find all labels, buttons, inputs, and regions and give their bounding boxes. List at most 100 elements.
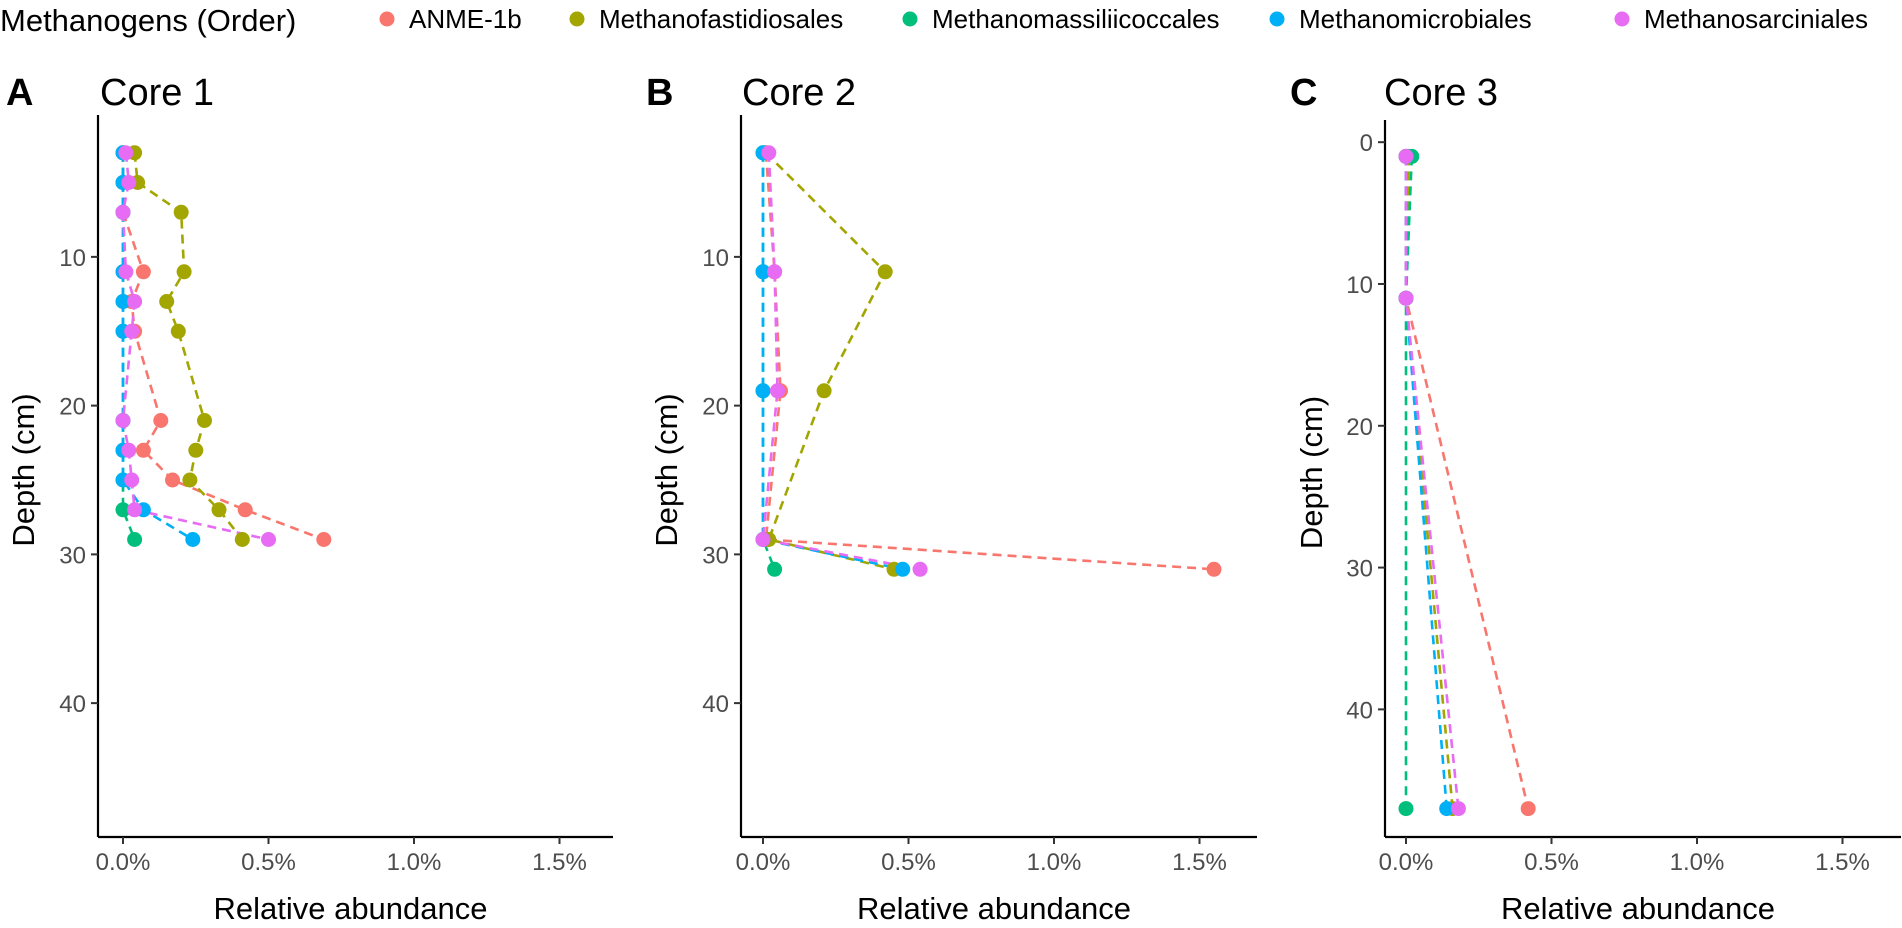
x-tick-label: 1.5%: [1172, 849, 1227, 876]
x-axis-title: Relative abundance: [1501, 891, 1775, 926]
data-point-methanomicrobiales: [185, 532, 201, 547]
x-axis-title: Relative abundance: [857, 891, 1131, 926]
x-tick-label: 0.0%: [96, 849, 151, 876]
legend-title: Methanogens (Order): [0, 3, 296, 38]
x-tick-label: 0.5%: [241, 849, 296, 876]
x-tick-label: 0.0%: [1379, 849, 1434, 876]
data-point-methanofastidiosales: [188, 442, 204, 458]
data-point-anme-1b: [135, 264, 151, 280]
data-point-methanomicrobiales: [895, 561, 911, 577]
series-line-methanomicrobiales: [1404, 156, 1448, 809]
data-point-anme-1b: [1520, 801, 1536, 817]
data-point-methanofastidiosales: [159, 294, 175, 309]
x-tick-label: 1.0%: [387, 849, 442, 876]
series-line-methanomicrobiales: [121, 152, 194, 541]
data-point-methanosarciniales: [1398, 148, 1414, 164]
legend: Methanogens (Order) ANME-1b Methanofastidi…: [0, 3, 1868, 38]
series-line-anme-1b: [121, 152, 325, 541]
data-point-methanomicrobiales: [1439, 801, 1455, 817]
legend-item: Methanomicrobiales: [1269, 4, 1532, 34]
y-tick-label: 40: [59, 691, 86, 718]
series-line-methanofastidiosales: [1404, 156, 1454, 809]
data-point-methanofastidiosales: [197, 413, 212, 428]
series-line-methanosarciniales: [761, 152, 921, 571]
series-line-methanomicrobiales: [761, 152, 903, 571]
x-tick-label: 1.0%: [1670, 849, 1725, 876]
data-point-anme-1b: [237, 502, 253, 518]
x-tick-label: 0.5%: [881, 849, 936, 876]
data-point-methanofastidiosales: [877, 264, 893, 280]
data-point-anme-1b: [1206, 561, 1222, 577]
y-tick-label: 10: [1346, 272, 1373, 299]
y-tick-label: 10: [59, 245, 86, 272]
series-line-methanofastidiosales: [764, 151, 895, 571]
panel-title: Core 3: [1384, 72, 1498, 114]
panel-title: Core 2: [742, 72, 856, 114]
series-line-anme-1b: [764, 152, 1215, 571]
data-point-methanofastidiosales: [182, 472, 198, 488]
data-point-methanomassiliicoccales: [115, 502, 131, 518]
data-point-methanosarciniales: [767, 264, 783, 280]
legend-label: Methanosarciniales: [1644, 4, 1868, 34]
data-point-methanosarciniales: [761, 145, 777, 161]
y-tick-label: 30: [702, 542, 729, 569]
panel-c: C Core 3 0.0% 0.5% 1.0% 1.5% 0 10 20 30 40 Relative…: [1290, 72, 1901, 926]
data-point-methanofastidiosales: [176, 264, 192, 280]
panel-b: B Core 2 0.0% 0.5% 1.0% 1.5% 10 20 30 40 Relative …: [646, 72, 1257, 926]
y-tick-label: 20: [59, 394, 86, 421]
x-axis-title: Relative abundance: [213, 891, 487, 926]
y-axis-title: Depth (cm): [1294, 396, 1329, 549]
data-point-methanosarciniales: [1398, 290, 1414, 306]
y-tick-label: 30: [59, 542, 86, 569]
data-point-methanomassiliicoccales: [1398, 801, 1414, 817]
legend-item: Methanosarciniales: [1614, 4, 1868, 34]
legend-item: Methanomassiliicoccales: [902, 4, 1220, 34]
data-point-methanosarciniales: [118, 264, 134, 280]
legend-key-marker: [379, 11, 395, 27]
legend-label: Methanomassiliicoccales: [932, 4, 1220, 34]
data-point-methanosarciniales: [121, 442, 137, 458]
y-tick-label: 20: [702, 394, 729, 421]
data-point-methanomicrobiales: [755, 264, 771, 280]
legend-key-marker: [902, 11, 918, 27]
legend-key-marker: [1614, 11, 1630, 27]
data-point-methanosarciniales: [1450, 801, 1466, 817]
x-tick-label: 0.0%: [736, 849, 791, 876]
data-point-methanosarciniales: [118, 145, 134, 161]
series-line-anme-1b: [1404, 156, 1530, 809]
panel-letter: A: [6, 72, 33, 114]
legend-label: ANME-1b: [409, 4, 522, 34]
data-point-methanosarciniales: [115, 204, 131, 220]
legend-key-marker: [1269, 11, 1285, 27]
data-point-methanomicrobiales: [755, 383, 771, 399]
data-point-anme-1b: [165, 472, 180, 488]
data-point-methanosarciniales: [124, 472, 140, 488]
data-point-methanosarciniales: [261, 532, 276, 547]
x-tick-label: 1.5%: [1815, 849, 1870, 876]
data-point-anme-1b: [316, 532, 332, 547]
data-point-methanosarciniales: [121, 175, 137, 190]
y-tick-label: 0: [1360, 130, 1373, 157]
legend-item: Methanofastidiosales: [569, 4, 843, 34]
panel-a: A Core 1 0.0% 0.5% 1.0% 1.5% 10 20 30 40 Relative …: [6, 72, 613, 926]
data-point-methanosarciniales: [127, 502, 143, 518]
y-axis-title: Depth (cm): [6, 393, 41, 546]
data-point-anme-1b: [135, 442, 151, 458]
panel-title: Core 1: [100, 72, 214, 114]
series-line-methanofastidiosales: [133, 152, 244, 541]
panel-letter: B: [646, 72, 673, 114]
y-tick-label: 40: [702, 691, 729, 718]
data-point-methanosarciniales: [770, 383, 785, 399]
data-point-methanomassiliicoccales: [127, 532, 143, 547]
data-point-methanomicrobiales: [115, 294, 131, 309]
legend-label: Methanomicrobiales: [1299, 4, 1532, 34]
data-point-methanofastidiosales: [816, 383, 832, 399]
x-tick-label: 1.0%: [1027, 849, 1082, 876]
data-point-methanosarciniales: [127, 294, 143, 309]
legend-label: Methanofastidiosales: [599, 4, 843, 34]
data-point-methanofastidiosales: [170, 323, 186, 339]
legend-item: ANME-1b: [379, 4, 522, 34]
data-point-anme-1b: [153, 413, 169, 428]
y-tick-label: 30: [1346, 556, 1373, 583]
